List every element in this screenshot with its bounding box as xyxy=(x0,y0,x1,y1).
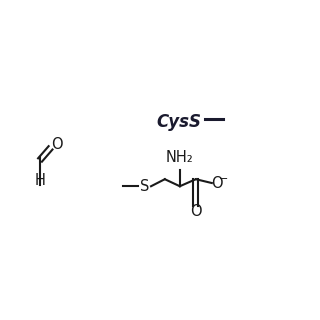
Text: S: S xyxy=(140,179,149,194)
Text: H: H xyxy=(35,173,45,188)
Text: NH₂: NH₂ xyxy=(166,150,194,165)
Text: −: − xyxy=(219,174,229,184)
Text: CysS: CysS xyxy=(157,113,202,131)
Text: O: O xyxy=(51,137,63,152)
Text: O: O xyxy=(211,176,223,190)
Text: O: O xyxy=(190,204,202,219)
